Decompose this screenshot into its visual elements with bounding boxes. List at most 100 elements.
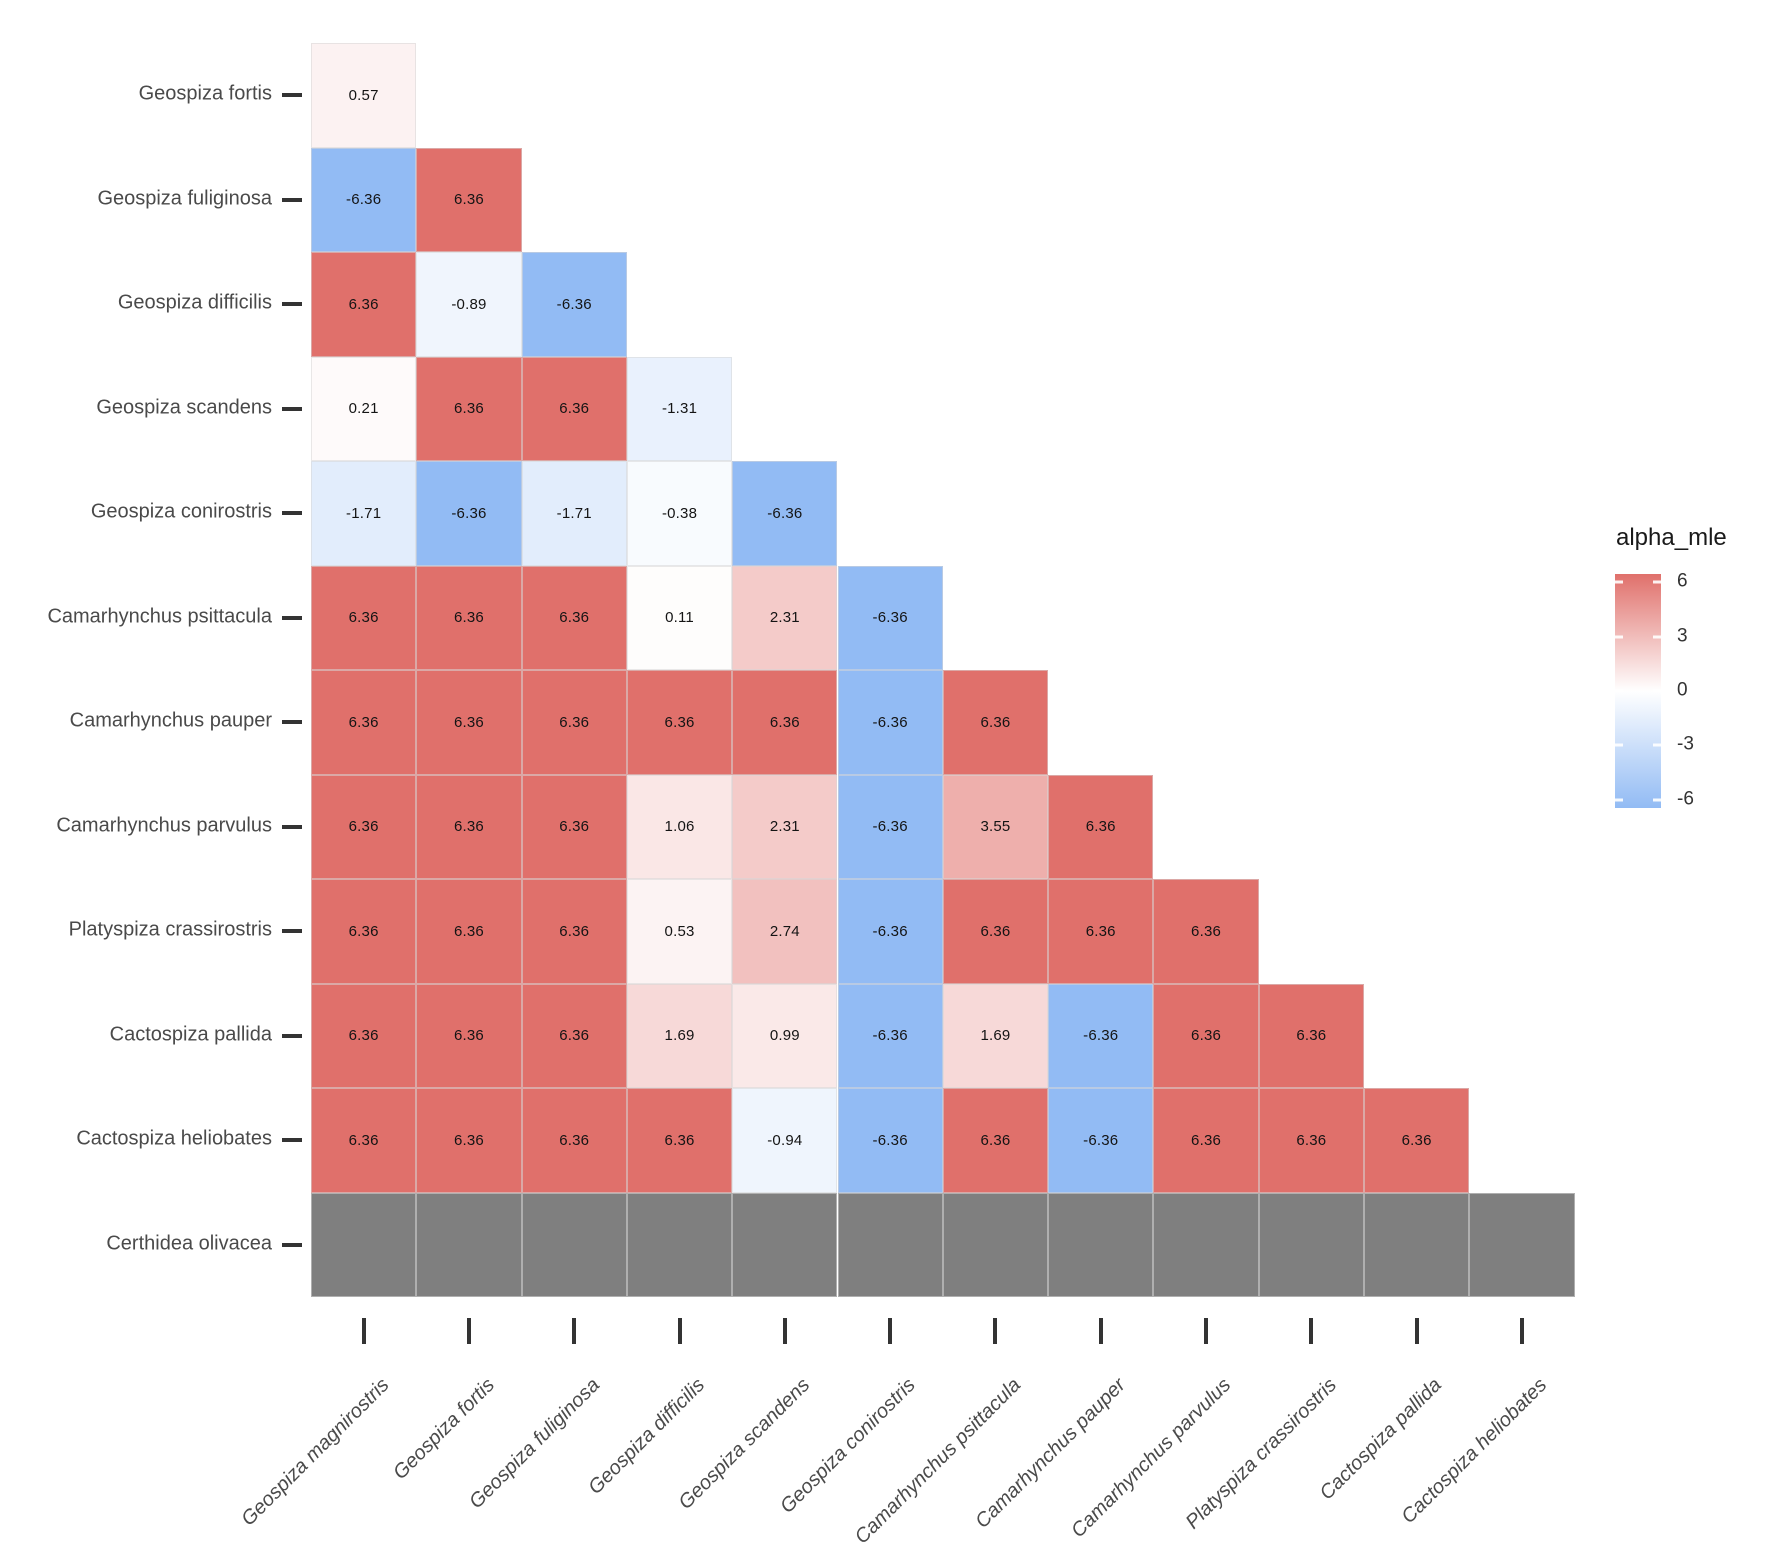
heatmap-cell: -1.71 — [311, 461, 417, 566]
y-axis-label: Platyspiza crassirostris — [68, 918, 272, 941]
heatmap-cell: 6.36 — [1258, 983, 1364, 1088]
cell-value: 6.36 — [348, 295, 379, 313]
heatmap-cell: 6.36 — [416, 1088, 522, 1193]
heatmap-cell — [416, 1192, 522, 1297]
cell-value: 6.36 — [1085, 818, 1116, 836]
heatmap-cell — [1364, 1192, 1470, 1297]
cell-value: 6.36 — [453, 922, 484, 940]
cell-value: 0.57 — [348, 86, 379, 104]
cell-value: 6.36 — [664, 713, 695, 731]
heatmap-cell: 6.36 — [626, 1088, 733, 1193]
y-axis-tick — [282, 1242, 302, 1247]
heatmap-cell: -6.36 — [837, 565, 943, 670]
cell-value: 6.36 — [769, 713, 800, 731]
x-axis-tick — [361, 1318, 366, 1344]
heatmap-cell — [1469, 1192, 1575, 1297]
heatmap-cell — [1048, 1192, 1154, 1297]
y-axis-label: Cactospiza pallida — [109, 1023, 272, 1046]
cell-value: -6.36 — [556, 295, 592, 313]
heatmap-cell: 6.36 — [521, 774, 627, 879]
y-axis-label: Geospiza conirostris — [90, 500, 272, 523]
cell-value: 6.36 — [559, 922, 590, 940]
x-axis-tick — [1309, 1318, 1314, 1344]
legend-tick-mark — [1615, 689, 1623, 693]
heatmap-cell: 1.06 — [626, 774, 733, 879]
legend-tick-mark — [1653, 689, 1661, 693]
heatmap-cell: 6.36 — [416, 565, 522, 670]
cell-value: 6.36 — [1085, 922, 1116, 940]
y-axis-tick — [282, 302, 302, 307]
heatmap-cell — [942, 1192, 1049, 1297]
heatmap-cell: 6.36 — [521, 983, 627, 1088]
heatmap-cell: 6.36 — [311, 565, 417, 670]
legend-tick-mark — [1653, 798, 1661, 801]
cell-value: 6.36 — [559, 1131, 590, 1149]
cell-value: 2.31 — [769, 609, 800, 627]
heatmap-cell: -1.31 — [626, 356, 733, 461]
heatmap-cell: 6.36 — [626, 670, 733, 775]
y-axis-tick — [282, 511, 302, 516]
cell-value: -1.71 — [346, 504, 382, 522]
cell-value: 6.36 — [348, 922, 379, 940]
cell-value: 6.36 — [453, 713, 484, 731]
heatmap-cell: 6.36 — [521, 879, 627, 984]
cell-value: 6.36 — [980, 713, 1011, 731]
heatmap-cell: 1.69 — [942, 983, 1049, 1088]
cell-value: 6.36 — [980, 1131, 1011, 1149]
heatmap-cell: -6.36 — [416, 461, 522, 566]
heatmap-cell: 6.36 — [311, 670, 417, 775]
cell-value: -6.36 — [1083, 1131, 1119, 1149]
heatmap-cell: 6.36 — [521, 356, 627, 461]
cell-value: -6.36 — [767, 504, 803, 522]
cell-value: 2.31 — [769, 818, 800, 836]
heatmap-cell — [521, 1192, 627, 1297]
heatmap-cell: 6.36 — [1048, 879, 1154, 984]
heatmap-cell: 1.69 — [626, 983, 733, 1088]
cell-value: 6.36 — [453, 1131, 484, 1149]
x-axis-tick — [677, 1318, 682, 1344]
heatmap-cell: 6.36 — [311, 774, 417, 879]
heatmap-cell: 6.36 — [416, 774, 522, 879]
cell-value: -6.36 — [872, 818, 908, 836]
heatmap-cell: -0.38 — [626, 461, 733, 566]
legend-tick-label: 6 — [1677, 571, 1688, 593]
legend-tick-mark — [1615, 743, 1623, 747]
cell-value: 0.99 — [769, 1027, 800, 1045]
cell-value: 6.36 — [559, 713, 590, 731]
cell-value: -6.36 — [872, 713, 908, 731]
x-axis-label: Geospiza fortis — [388, 1374, 499, 1484]
y-axis-label: Geospiza difficilis — [117, 291, 272, 314]
cell-value: 6.36 — [453, 191, 484, 209]
heatmap-cell: 3.55 — [942, 774, 1049, 879]
x-axis-tick — [466, 1318, 471, 1344]
legend-tick-label: 3 — [1677, 625, 1688, 647]
cell-value: 6.36 — [1191, 1027, 1222, 1045]
cell-value: -6.36 — [872, 609, 908, 627]
heatmap-cell: -6.36 — [1048, 1088, 1154, 1193]
heatmap-cell: 6.36 — [732, 670, 838, 775]
y-axis-label: Camarhynchus parvulus — [56, 814, 272, 837]
heatmap-cell: -6.36 — [837, 1088, 943, 1193]
cell-value: -1.71 — [556, 504, 592, 522]
heatmap-cell: -6.36 — [521, 252, 627, 357]
heatmap-cell: 0.53 — [626, 879, 733, 984]
heatmap-cell: -6.36 — [837, 774, 943, 879]
cell-value: 6.36 — [453, 1027, 484, 1045]
cell-value: 6.36 — [1191, 922, 1222, 940]
heatmap-cell: 6.36 — [521, 670, 627, 775]
cell-value: 6.36 — [559, 400, 590, 418]
legend-tick-mark — [1653, 743, 1661, 747]
x-axis-tick — [782, 1318, 787, 1344]
cell-value: 6.36 — [559, 609, 590, 627]
cell-value: 6.36 — [664, 1131, 695, 1149]
cell-value: 6.36 — [1296, 1027, 1327, 1045]
cell-value: 6.36 — [980, 922, 1011, 940]
heatmap-cell: 6.36 — [1364, 1088, 1470, 1193]
heatmap-cell: 6.36 — [1153, 879, 1259, 984]
x-axis-label: Geospiza magnirostris — [236, 1374, 394, 1531]
legend-tick-label: -6 — [1677, 788, 1694, 810]
cell-value: -1.31 — [661, 400, 698, 418]
heatmap-cell: 0.11 — [626, 565, 733, 670]
heatmap-cell: 6.36 — [1153, 983, 1259, 1088]
x-axis-tick — [1414, 1318, 1419, 1344]
